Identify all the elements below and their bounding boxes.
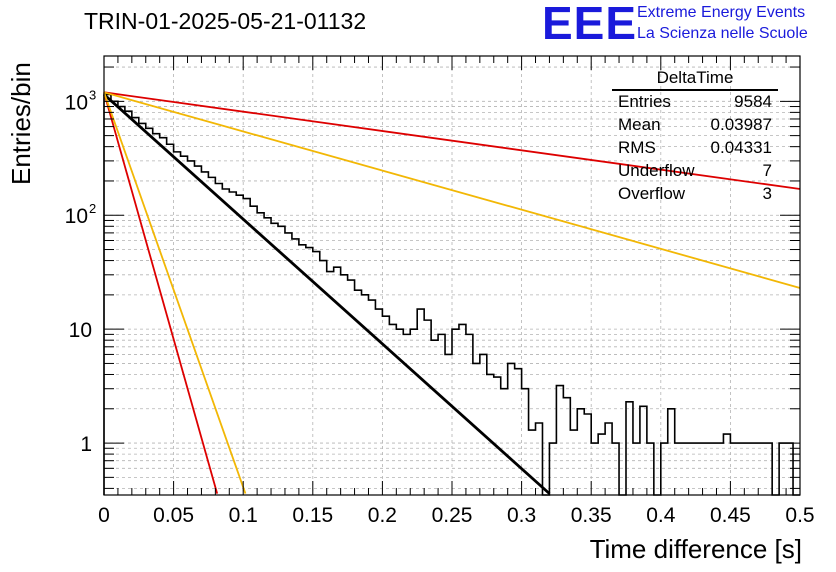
stats-row-mean: Mean 0.03987 [612, 115, 778, 138]
y-axis-label: Entries/bin [6, 62, 36, 185]
x-tick-label: 0.5 [785, 504, 814, 527]
fit-line-3 [103, 92, 219, 494]
y-tick-label: 10 [69, 319, 92, 342]
stats-label: Overflow [618, 184, 686, 203]
stats-row-rms: RMS 0.04331 [612, 138, 778, 161]
x-tick-label: 0.1 [229, 504, 258, 527]
x-tick-label: 0.3 [507, 504, 536, 527]
x-tick-label: 0.2 [368, 504, 397, 527]
eee-logo-mark: EEE [542, 0, 638, 49]
y-tick-exponent: 3 [89, 87, 96, 102]
fit-line-0 [103, 93, 551, 495]
stats-row-underflow: Underflow 7 [612, 161, 778, 184]
chart-title: TRIN-01-2025-05-21-01132 [84, 8, 367, 34]
stats-value: 0.04331 [710, 138, 772, 157]
tick-labels: 0 0.05 0.1 0.15 0.2 0.25 0.3 0.35 0.4 0.45 0.5 1 10 1… [65, 87, 815, 527]
x-tick-label: 0.25 [432, 504, 473, 527]
stats-label: RMS [618, 138, 656, 157]
x-tick-label: 0.4 [646, 504, 676, 527]
x-tick-label: 0.05 [153, 504, 194, 527]
fit-line-2 [103, 91, 801, 289]
stats-label: Underflow [618, 161, 695, 180]
stats-label: Mean [618, 115, 661, 134]
x-tick-label: 0.15 [292, 504, 333, 527]
data-series [103, 91, 801, 496]
axis-ticks [103, 56, 801, 495]
stats-title: DeltaTime [612, 68, 778, 91]
logo-line-2: La Scienza nelle Scuole [637, 25, 808, 42]
fit-line-1 [103, 91, 801, 190]
stats-value: 0.03987 [710, 115, 772, 134]
stats-box: DeltaTime Entries 9584 Mean 0.03987 RMS … [612, 68, 778, 207]
x-axis-label: Time difference [s] [589, 534, 802, 564]
y-tick-label: 1 [80, 433, 92, 456]
stats-value: 9584 [734, 92, 772, 111]
y-tick-label: 10 [65, 91, 88, 114]
stats-row-overflow: Overflow 3 [612, 184, 778, 207]
fit-line-4 [103, 92, 247, 494]
y-tick-exponent: 2 [89, 201, 96, 216]
histogram [103, 93, 800, 496]
x-tick-label: 0.35 [571, 504, 612, 527]
logo-line-1: Extreme Energy Events [637, 4, 806, 21]
stats-value: 7 [762, 161, 772, 180]
stats-value: 3 [762, 184, 772, 203]
y-tick-label: 10 [65, 205, 88, 228]
x-tick-label: 0 [98, 504, 110, 527]
x-tick-label: 0.45 [710, 504, 751, 527]
stats-row-entries: Entries 9584 [612, 92, 778, 115]
stats-label: Entries [618, 92, 671, 111]
